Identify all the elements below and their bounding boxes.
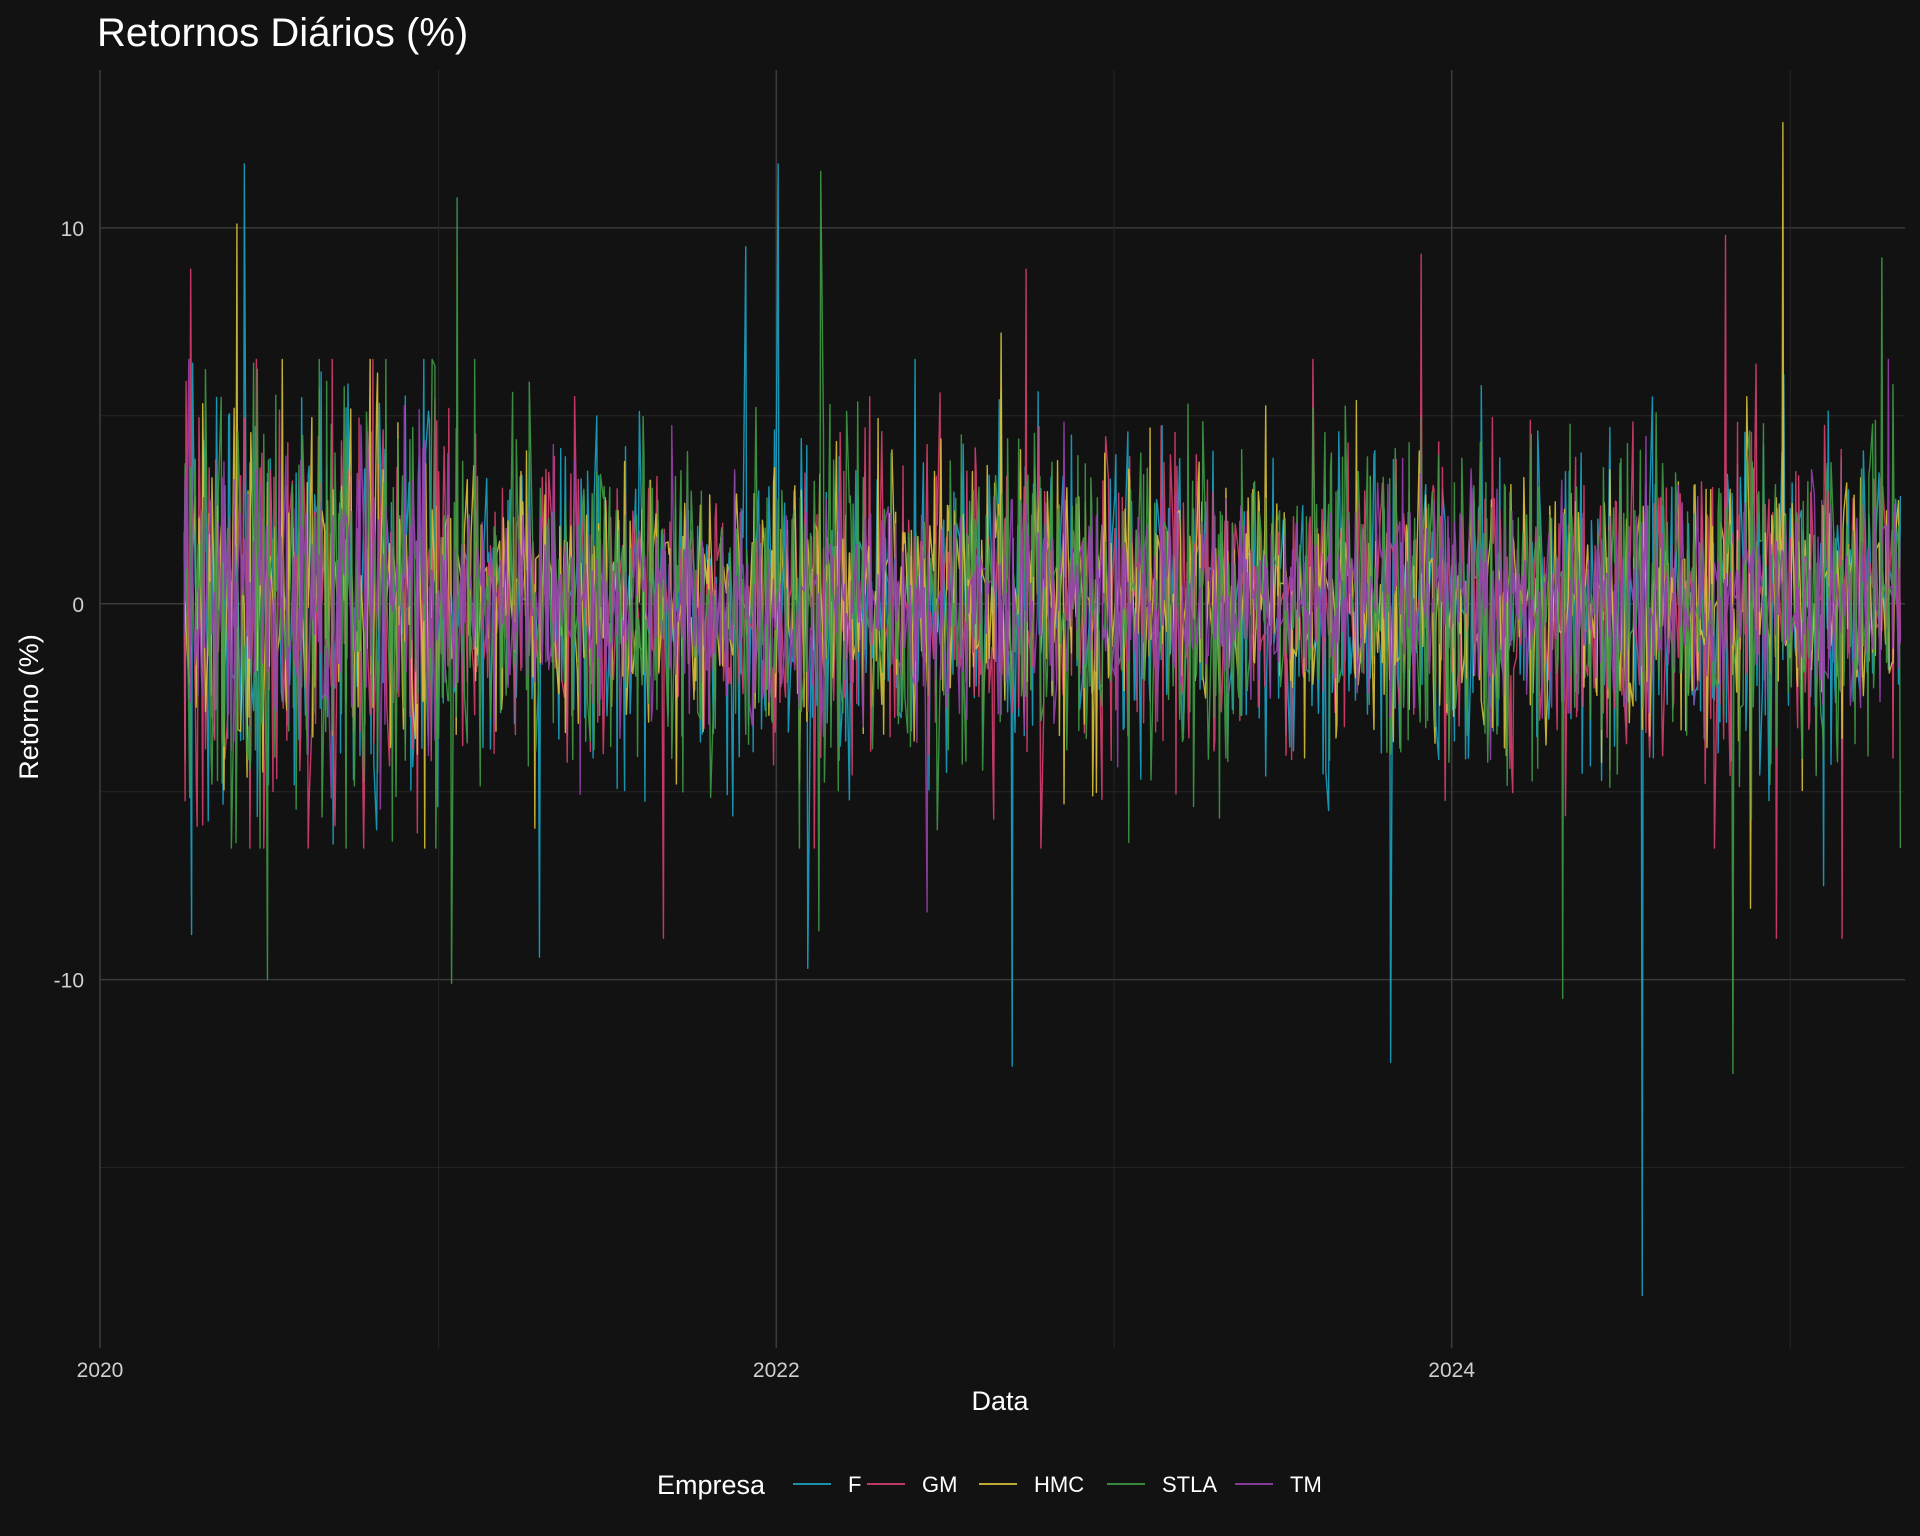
legend-title: Empresa: [657, 1470, 766, 1500]
series-line-stla: [183, 170, 1902, 1075]
legend-label-tm: TM: [1290, 1472, 1322, 1497]
legend-label-hmc: HMC: [1034, 1472, 1084, 1497]
legend: Empresa F GM HMC STLA TM: [657, 1470, 1322, 1500]
legend-label-f: F: [848, 1472, 861, 1497]
x-axis-label: Data: [971, 1386, 1029, 1416]
legend-label-stla: STLA: [1162, 1472, 1217, 1497]
axis-ticks: 10 0 -10 2020 2022 2024: [54, 218, 1476, 1382]
y-axis-label: Retorno (%): [14, 634, 44, 780]
series-lines: [183, 121, 1902, 1297]
y-tick-label: 0: [72, 594, 84, 617]
x-tick-label: 2024: [1428, 1359, 1475, 1382]
x-tick-label: 2020: [77, 1359, 124, 1382]
y-tick-label: 10: [61, 218, 84, 241]
legend-label-gm: GM: [922, 1472, 957, 1497]
x-tick-label: 2022: [753, 1359, 800, 1382]
y-tick-label: -10: [54, 970, 84, 993]
chart-title: Retornos Diários (%): [97, 11, 468, 55]
series-line-tm: [183, 358, 1902, 913]
